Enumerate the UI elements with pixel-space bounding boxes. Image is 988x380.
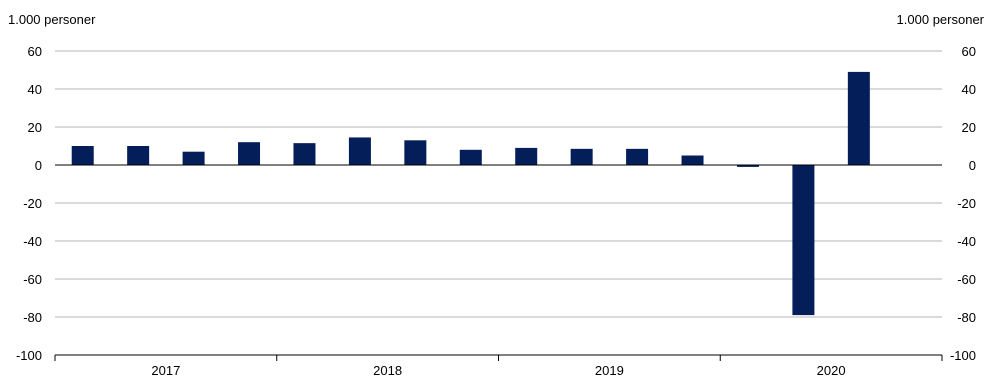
year-label: 2019 bbox=[595, 363, 624, 378]
gridlines bbox=[55, 50, 942, 318]
y-tick-label-right: -100 bbox=[950, 348, 976, 363]
year-labels: 2017 2018 2019 2020 bbox=[151, 363, 845, 378]
year-label: 2020 bbox=[817, 363, 846, 378]
y-tick-label-right: -40 bbox=[957, 234, 976, 249]
bar bbox=[736, 165, 759, 167]
bar bbox=[570, 148, 593, 165]
bar bbox=[459, 149, 482, 165]
y-tick-label-right: 0 bbox=[969, 158, 976, 173]
bar bbox=[182, 151, 205, 165]
left-y-axis-ticks: 60 40 20 0 -20 -40 -60 -80 -100 bbox=[16, 44, 42, 363]
y-tick-label-right: 20 bbox=[962, 120, 976, 135]
y-tick-label-left: -100 bbox=[16, 348, 42, 363]
year-label: 2018 bbox=[373, 363, 402, 378]
y-tick-label-left: 20 bbox=[28, 120, 42, 135]
bar bbox=[238, 142, 261, 165]
right-unit-label: 1.000 personer bbox=[897, 12, 985, 27]
y-tick-label-left: -20 bbox=[23, 196, 42, 211]
y-tick-label-right: -80 bbox=[957, 310, 976, 325]
y-tick-label-left: -60 bbox=[23, 272, 42, 287]
bar bbox=[127, 146, 150, 165]
bar bbox=[626, 148, 649, 165]
y-tick-label-right: 40 bbox=[962, 82, 976, 97]
bar bbox=[515, 147, 538, 165]
right-y-axis-ticks: 60 40 20 0 -20 -40 -60 -80 -100 bbox=[950, 44, 976, 363]
bar bbox=[293, 143, 316, 165]
y-tick-label-left: 60 bbox=[28, 44, 42, 59]
y-tick-label-right: -20 bbox=[957, 196, 976, 211]
y-tick-label-left: -40 bbox=[23, 234, 42, 249]
left-unit-label: 1.000 personer bbox=[8, 12, 96, 27]
year-label: 2017 bbox=[151, 363, 180, 378]
y-tick-label-right: -60 bbox=[957, 272, 976, 287]
bar bbox=[404, 140, 427, 165]
bar bbox=[71, 146, 94, 165]
bar bbox=[792, 165, 815, 316]
x-axis bbox=[54, 164, 943, 361]
bar bbox=[348, 137, 371, 165]
y-tick-label-left: -80 bbox=[23, 310, 42, 325]
y-tick-label-right: 60 bbox=[962, 44, 976, 59]
bar bbox=[847, 71, 870, 165]
y-tick-label-left: 40 bbox=[28, 82, 42, 97]
y-tick-label-left: 0 bbox=[35, 158, 42, 173]
bars bbox=[71, 71, 870, 316]
bar bbox=[681, 155, 704, 165]
